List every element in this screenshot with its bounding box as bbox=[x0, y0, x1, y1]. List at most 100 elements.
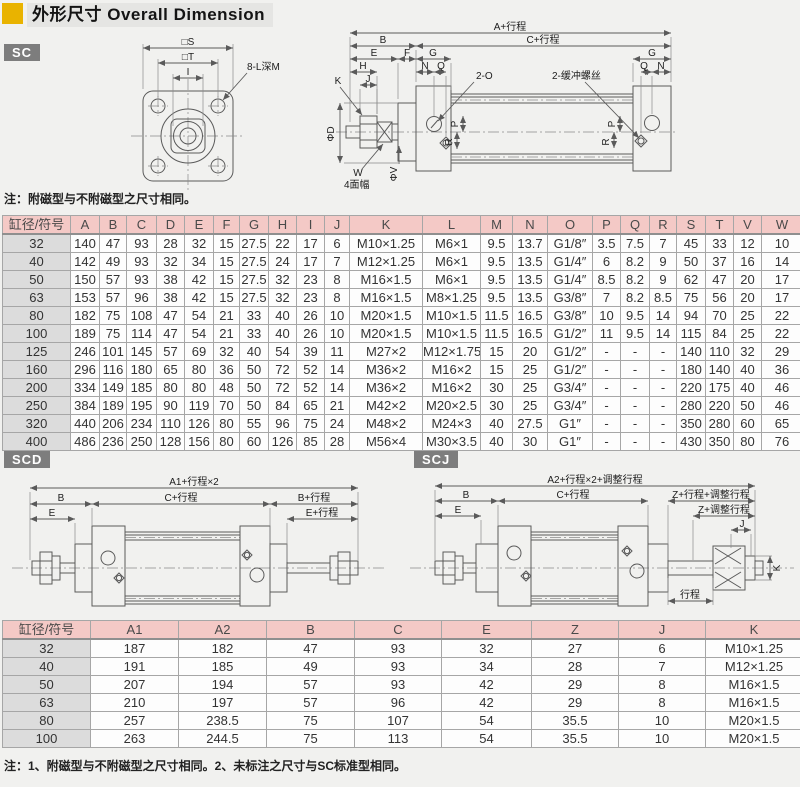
dimension-cell: 47 bbox=[156, 324, 185, 343]
dimension-cell: M48×2 bbox=[349, 414, 423, 433]
header-row: 缸径/符号 A B C D E F G H I J K L M N O P Q R S T V W bbox=[2, 215, 800, 235]
dim-label-a-stroke: A+行程 bbox=[494, 20, 527, 33]
dimension-cell: 20 bbox=[733, 270, 762, 289]
column-header: O bbox=[547, 215, 593, 235]
dimension-cell: 9.5 bbox=[480, 233, 513, 253]
dimension-cell: - bbox=[620, 378, 650, 397]
dim-label-b-stroke: B+行程 bbox=[298, 491, 331, 504]
dim-label-g-right: G bbox=[648, 48, 656, 59]
footer-note: 注：1、附磁型与不附磁型之尺寸相同。2、未标注之尺寸与SC标准型相同。 bbox=[4, 759, 407, 773]
dimension-cell: 236 bbox=[99, 432, 127, 451]
table-row: 400 486 236 250 128 156 80 60 126 85 28 M56×4 M30×3.… bbox=[2, 432, 800, 451]
dimension-cell: 180 bbox=[126, 360, 157, 379]
row-header-bore: 63 bbox=[2, 693, 91, 712]
dimension-cell: 12 bbox=[733, 233, 762, 253]
dimension-cell: 54 bbox=[441, 729, 532, 748]
dim-label-k: K bbox=[772, 564, 783, 571]
dimension-cell: 156 bbox=[184, 432, 214, 451]
sc-dimension-table: 缸径/符号 A B C D E F G H I J K L M N O P Q R S T V W 32 140 47 93 28 32… bbox=[2, 215, 800, 451]
dimension-cell: M10×1.25 bbox=[705, 638, 800, 658]
column-header: A2 bbox=[178, 620, 267, 640]
dimension-cell: M20×1.5 bbox=[349, 306, 423, 325]
dimension-cell: 197 bbox=[178, 693, 267, 712]
dimension-cell: 34 bbox=[441, 657, 532, 676]
cylinder-body bbox=[336, 85, 676, 172]
table-row: 80 257 238.5 75 107 54 35.5 10 M20×1.5 bbox=[2, 711, 800, 730]
dimension-cell: 126 bbox=[268, 432, 297, 451]
dim-label-r-right: R bbox=[601, 138, 612, 145]
column-header: W bbox=[761, 215, 800, 235]
dimension-cell: M42×2 bbox=[349, 396, 423, 415]
scj-dimensions: A2+行程×2+调整行程 B C+行程 Z+行程+调整行程 E Z+调整行程 J… bbox=[434, 473, 783, 605]
dimension-cell: 14 bbox=[324, 378, 350, 397]
dimension-cell: 25 bbox=[512, 378, 548, 397]
series-badge-scj: SCJ bbox=[414, 451, 459, 468]
dim-label-flats: 4面幅 bbox=[344, 178, 370, 191]
column-header: K bbox=[349, 215, 423, 235]
flange-body bbox=[131, 79, 245, 193]
dimension-cell: 17 bbox=[761, 270, 800, 289]
dimension-cell: 182 bbox=[70, 306, 100, 325]
table-row: 250 384 189 195 90 119 70 50 84 65 21 M42×2 M20×2.5 3… bbox=[2, 396, 800, 415]
dimension-cell: M20×1.5 bbox=[705, 711, 800, 730]
dimension-cell: G1/2″ bbox=[547, 360, 593, 379]
dimension-cell: 50 bbox=[676, 252, 706, 271]
dimension-cell: G1″ bbox=[547, 432, 593, 451]
dimension-cell: M12×1.75 bbox=[422, 342, 481, 361]
dimension-cell: - bbox=[592, 432, 621, 451]
row-header-bore: 32 bbox=[2, 638, 91, 658]
dimension-cell: M20×1.5 bbox=[349, 324, 423, 343]
column-header: F bbox=[213, 215, 240, 235]
dimension-cell: - bbox=[620, 414, 650, 433]
dimension-cell: 33 bbox=[239, 324, 269, 343]
dimension-cell: 140 bbox=[70, 233, 100, 253]
dimension-cell: 28 bbox=[324, 432, 350, 451]
dimension-cell: 27.5 bbox=[239, 270, 269, 289]
dimension-cell: - bbox=[592, 414, 621, 433]
dimension-cell: G1/4″ bbox=[547, 252, 593, 271]
table-row: 50 150 57 93 38 42 15 27.5 32 23 8 M16×1.5 M6×1 9.5 13… bbox=[2, 270, 800, 289]
column-header: D bbox=[156, 215, 185, 235]
dimension-cell: 45 bbox=[676, 233, 706, 253]
dimension-cell: 101 bbox=[99, 342, 127, 361]
table-row: 63 210 197 57 96 42 29 8 M16×1.5 bbox=[2, 693, 800, 712]
dim-label-q-right: Q bbox=[640, 61, 648, 72]
row-header-bore: 100 bbox=[2, 729, 91, 748]
dimension-cell: 119 bbox=[184, 396, 214, 415]
dimension-cell: 26 bbox=[296, 324, 325, 343]
dimension-cell: 6 bbox=[324, 233, 350, 253]
dimension-cell: M16×2 bbox=[422, 360, 481, 379]
dimension-cell: 85 bbox=[296, 432, 325, 451]
dimension-cell: - bbox=[620, 342, 650, 361]
dimension-cell: 296 bbox=[70, 360, 100, 379]
table-row: 160 296 116 180 65 80 36 50 72 52 14 M36×2 M16×2 15 25… bbox=[2, 360, 800, 379]
dimension-cell: G1″ bbox=[547, 414, 593, 433]
dimension-cell: 29 bbox=[531, 675, 619, 694]
dimension-cell: G1/8″ bbox=[547, 233, 593, 253]
dimension-cell: M16×1.5 bbox=[349, 288, 423, 307]
dimension-cell: M20×2.5 bbox=[422, 396, 481, 415]
dimension-cell: 26 bbox=[296, 306, 325, 325]
table-row: 80 182 75 108 47 54 21 33 40 26 10 M20×1.5 M10×1.5 11… bbox=[2, 306, 800, 325]
dimension-cell: M12×1.25 bbox=[349, 252, 423, 271]
dimension-cell: 75 bbox=[266, 729, 355, 748]
dimension-cell: 75 bbox=[676, 288, 706, 307]
dimension-cell: 11.5 bbox=[480, 306, 513, 325]
dimension-cell: 140 bbox=[676, 342, 706, 361]
dimension-cell: 50 bbox=[239, 360, 269, 379]
column-header: C bbox=[354, 620, 442, 640]
dimension-cell: 24 bbox=[324, 414, 350, 433]
dim-label-j: J bbox=[366, 74, 371, 85]
dimension-cell: 70 bbox=[705, 306, 734, 325]
dimension-cell: 14 bbox=[649, 306, 677, 325]
table-row: 200 334 149 185 80 80 48 50 72 52 14 M36×2 M16×2 30 25… bbox=[2, 378, 800, 397]
dimension-cell: 32 bbox=[268, 270, 297, 289]
dimension-cell: 15 bbox=[480, 342, 513, 361]
dimension-cell: 11 bbox=[592, 324, 621, 343]
dimension-cell: - bbox=[649, 360, 677, 379]
dimension-cell: 28 bbox=[156, 233, 185, 253]
dimension-cell: 54 bbox=[441, 711, 532, 730]
dimension-cell: 32 bbox=[268, 288, 297, 307]
row-header-bore: 40 bbox=[2, 252, 71, 271]
dimension-cell: 70 bbox=[213, 396, 240, 415]
